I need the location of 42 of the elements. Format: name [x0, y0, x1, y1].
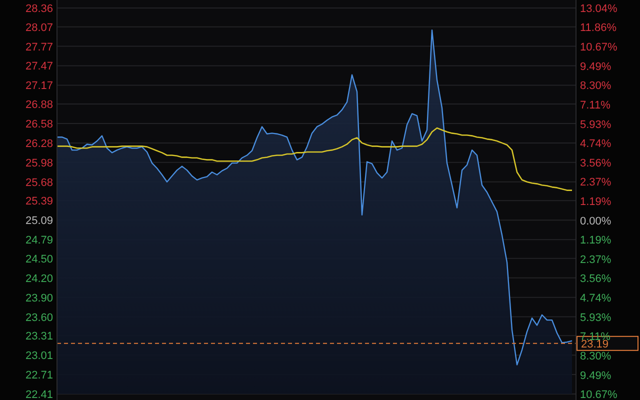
y2-tick-label: 1.19%: [580, 234, 612, 247]
y2-tick-label: 8.30%: [580, 350, 612, 362]
y-tick-label: 28.36: [25, 3, 53, 15]
y-tick-label: 25.09: [25, 215, 53, 228]
y-tick-label: 22.41: [25, 389, 53, 400]
y-tick-label: 25.68: [25, 176, 53, 189]
y2-tick-label: 3.56%: [580, 273, 612, 286]
y2-tick-label: 0.00%: [580, 215, 612, 228]
y-tick-label: 26.88: [25, 99, 53, 112]
y-tick-label: 26.28: [25, 138, 53, 150]
line-series: [56, 127, 573, 191]
y2-tick-label: 3.56%: [580, 157, 612, 170]
y-tick-label: 27.47: [25, 60, 53, 73]
y2-tick-label: 9.49%: [580, 60, 612, 73]
y2-tick-label: 1.19%: [580, 196, 612, 208]
y2-tick-label: 11.86%: [580, 22, 617, 34]
y-tick-label: 22.71: [25, 370, 53, 382]
y-tick-label: 28.07: [25, 22, 53, 34]
y2-tick-label: 10.67%: [580, 42, 618, 54]
y-tick-label: 24.79: [25, 234, 53, 247]
y2-tick-label: 4.74%: [580, 138, 612, 150]
y-tick-label: 25.98: [25, 157, 53, 170]
y2-tick-label: 10.67%: [580, 389, 618, 400]
y2-tick-label: 5.93%: [580, 118, 612, 131]
y-tick-label: 23.31: [25, 330, 53, 343]
y-tick-label: 23.60: [25, 312, 53, 324]
y2-tick-label: 13.04%: [580, 3, 618, 15]
y2-tick-label: 9.49%: [580, 370, 612, 382]
y-tick-label: 23.01: [25, 350, 53, 362]
y2-tick-label: 7.11%: [580, 100, 611, 112]
y2-tick-label: 4.74%: [580, 292, 612, 304]
y2-tick-label: 2.37%: [580, 254, 612, 266]
y-tick-label: 24.20: [25, 272, 53, 285]
y-tick-label: 25.39: [25, 196, 53, 208]
y-tick-label: 27.17: [25, 80, 53, 92]
y-tick-label: 27.77: [25, 41, 53, 54]
y2-tick-label: 8.30%: [580, 80, 612, 92]
y-tick-label: 26.58: [25, 118, 53, 130]
y-tick-label: 24.50: [25, 253, 53, 266]
y2-tick-label: 2.37%: [580, 176, 612, 189]
y2-tick-label: 5.93%: [580, 312, 612, 324]
y-tick-label: 23.90: [25, 292, 53, 304]
